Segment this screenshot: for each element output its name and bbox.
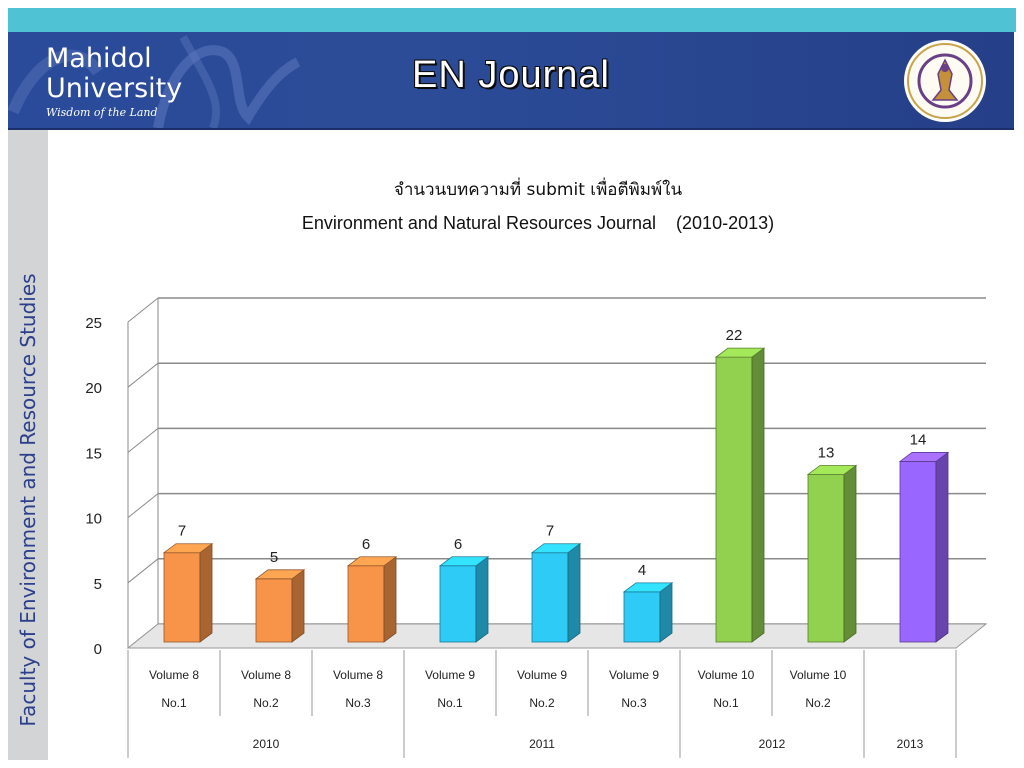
x-tick-sublabel: No.3	[621, 696, 647, 710]
gridline-diag	[127, 297, 159, 323]
data-label: 4	[638, 562, 646, 579]
bar-side	[383, 555, 397, 643]
university-swirl-icon	[8, 35, 301, 128]
group-label: 2012	[759, 737, 786, 751]
chart-subtitle: Environment and Natural Resources Journa…	[301, 213, 775, 233]
bar-top	[806, 465, 858, 475]
bar	[623, 591, 661, 643]
bar-side	[199, 542, 213, 643]
bar	[163, 552, 201, 643]
bar-top	[346, 556, 398, 567]
y-tick-label: 15	[85, 445, 102, 462]
x-tick-label: Volume 9	[609, 668, 659, 682]
gridline-diag	[127, 493, 159, 518]
university-seal-icon	[904, 40, 986, 122]
x-tick-label: Volume 10	[698, 668, 755, 682]
logo-line-2: University	[46, 73, 183, 104]
top-border	[0, 0, 1024, 8]
x-tick-sublabel: No.2	[529, 696, 555, 710]
x-tick-label: Volume 9	[425, 668, 475, 682]
bar-side	[843, 464, 857, 643]
x-tick-label: Volume 10	[790, 668, 847, 682]
group-label: 2013	[897, 737, 924, 751]
x-tick-sublabel: No.1	[713, 696, 739, 710]
bar-top	[530, 543, 582, 554]
chart-title: จำนวนบทความที่ submit เพื่อตีพิมพ์ใน	[393, 180, 683, 200]
x-tick-sublabel: No.3	[345, 696, 371, 710]
gridline-diag	[127, 428, 159, 453]
x-tick-label: Volume 8	[333, 668, 383, 682]
data-label: 5	[270, 549, 278, 566]
bar	[715, 356, 753, 643]
x-tick-sublabel: No.1	[437, 696, 463, 710]
bar-side	[659, 582, 673, 643]
y-tick-label: 25	[85, 315, 102, 332]
data-label: 7	[178, 523, 186, 540]
bar	[439, 565, 477, 643]
gridline-diag	[127, 362, 159, 388]
x-tick-label: Volume 8	[149, 668, 199, 682]
sidebar: Faculty of Environment and Resource Stud…	[8, 130, 48, 760]
content-area	[48, 130, 1014, 760]
x-tick-label: Volume 8	[241, 668, 291, 682]
bar	[899, 461, 937, 643]
bar-side	[567, 542, 581, 643]
data-label: 6	[454, 536, 462, 553]
bar	[255, 578, 293, 643]
data-label: 22	[726, 327, 743, 344]
university-logo: Mahidol University Wisdom of the Land	[46, 43, 183, 120]
page-title: EN Journal	[412, 54, 610, 96]
data-label: 13	[818, 444, 835, 461]
y-tick-label: 0	[94, 641, 102, 658]
gridline-diag	[127, 558, 159, 584]
bar-top	[622, 582, 674, 593]
bar-top	[162, 543, 214, 554]
logo-tagline: Wisdom of the Land	[46, 106, 158, 119]
bar	[531, 552, 569, 643]
bar-side	[751, 347, 765, 643]
bar-top	[254, 569, 306, 580]
x-tick-sublabel: No.1	[161, 696, 187, 710]
bar	[347, 565, 385, 643]
bar-top	[714, 347, 766, 358]
bar-side	[475, 555, 489, 643]
bar-top	[438, 556, 490, 567]
logo-line-1: Mahidol	[46, 43, 152, 74]
data-label: 7	[546, 523, 554, 540]
group-label: 2011	[529, 737, 555, 751]
group-label: 2010	[253, 737, 280, 751]
bar-side	[291, 568, 305, 643]
y-tick-label: 20	[85, 380, 102, 397]
data-label: 14	[910, 431, 927, 448]
bar-side	[935, 451, 949, 643]
x-tick-sublabel: No.2	[253, 696, 279, 710]
y-tick-label: 5	[94, 576, 102, 593]
data-label: 6	[362, 536, 370, 553]
x-tick-label: Volume 9	[517, 668, 567, 682]
y-tick-label: 10	[85, 511, 102, 528]
bar	[807, 474, 845, 643]
x-tick-sublabel: No.2	[805, 696, 831, 710]
teal-strip	[8, 8, 1016, 32]
header-banner: Mahidol University Wisdom of the Land EN…	[8, 32, 1014, 130]
bar-top	[898, 452, 950, 462]
